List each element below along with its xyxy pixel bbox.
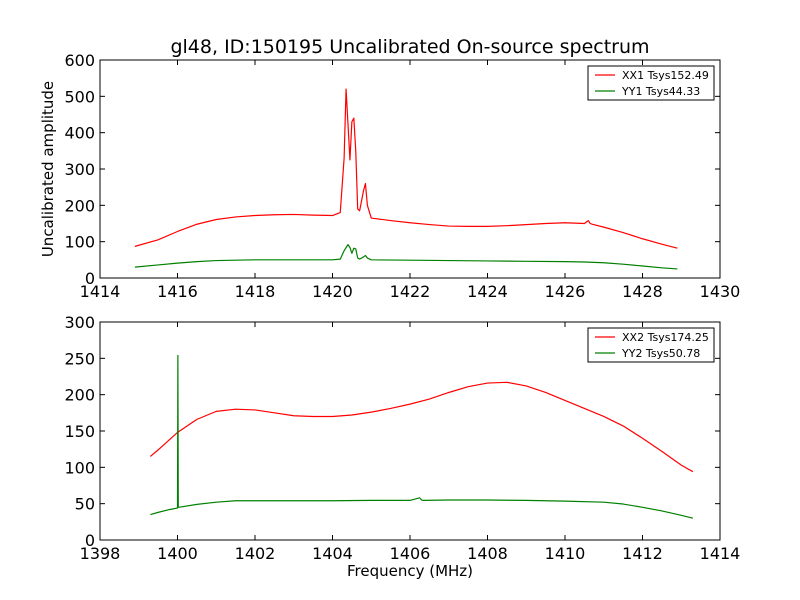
y-tick-label: 0 (85, 531, 95, 550)
x-tick-label: 1412 (622, 544, 663, 563)
legend-entry: YY1 Tsys44.33 (621, 85, 700, 98)
x-tick-label: 1428 (622, 282, 663, 301)
x-axis-label: Frequency (MHz) (347, 562, 473, 580)
top-plot: 1414 1416 1418 1420 1422 1424 1426 1428 1430 0 100… (39, 51, 740, 301)
x-tick-label: 1416 (157, 282, 198, 301)
x-tick-label: 1400 (157, 544, 198, 563)
y-tick-label: 250 (64, 349, 95, 368)
legend-box (587, 327, 715, 363)
x-tick-label: 1406 (390, 544, 431, 563)
y-tick-label: 100 (64, 458, 95, 477)
x-tick-label: 1420 (312, 282, 353, 301)
series-line-xx (134, 88, 678, 249)
y-tick-label: 200 (64, 196, 95, 215)
chart-title: gl48, ID:150195 Uncalibrated On-source s… (170, 36, 649, 58)
x-tick-label: 1398 (80, 544, 121, 563)
series-line-yy (134, 243, 678, 270)
x-tick-label: 1414 (80, 282, 121, 301)
x-tick-label: 1430 (700, 282, 741, 301)
x-tick-label: 1402 (235, 544, 276, 563)
y-tick-label: 0 (85, 269, 95, 288)
x-tick-label: 1426 (545, 282, 586, 301)
legend-entry: XX1 Tsys152.49 (622, 69, 709, 82)
x-tick-label: 1422 (390, 282, 431, 301)
x-tick-label: 1408 (467, 544, 508, 563)
y-tick-label: 300 (64, 160, 95, 179)
y-axis-label: Uncalibrated amplitude (39, 81, 57, 257)
y-tick-label: 100 (64, 233, 95, 252)
y-tick-label: 300 (64, 313, 95, 332)
y-tick-label: 500 (64, 87, 95, 106)
x-tick-label: 1414 (700, 544, 741, 563)
series-line-yy (150, 354, 694, 519)
legend-entry: YY2 Tsys50.78 (621, 347, 700, 360)
x-tick-label: 1418 (235, 282, 276, 301)
x-tick-label: 1424 (467, 282, 508, 301)
bottom-plot: 1398 1400 1402 1404 1406 1408 1410 1412 1414 0 50 1… (64, 313, 740, 580)
series-line-xx (149, 381, 694, 473)
y-tick-label: 200 (64, 386, 95, 405)
x-tick-label: 1404 (312, 544, 353, 563)
y-tick-label: 600 (64, 51, 95, 70)
legend-entry: XX2 Tsys174.25 (622, 331, 709, 344)
legend-box (587, 65, 715, 101)
y-tick-label: 50 (75, 495, 95, 514)
y-tick-label: 150 (64, 422, 95, 441)
x-tick-label: 1410 (545, 544, 586, 563)
y-tick-label: 400 (64, 124, 95, 143)
